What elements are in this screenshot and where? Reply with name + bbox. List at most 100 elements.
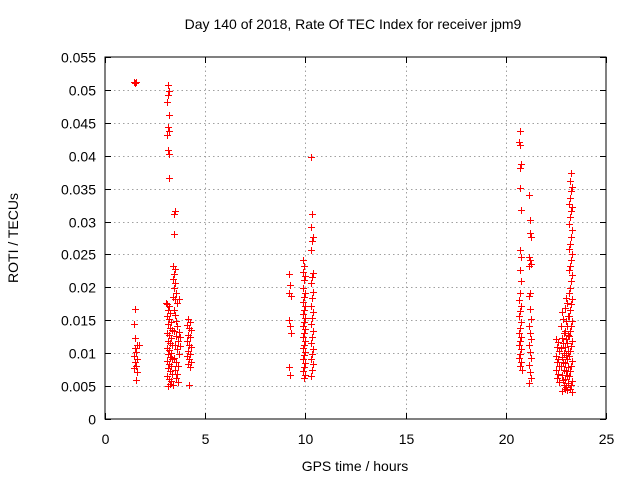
data-point: [170, 382, 177, 389]
data-point: [569, 204, 576, 211]
data-point: [563, 336, 570, 343]
data-point: [300, 257, 307, 264]
data-point: [518, 278, 525, 285]
data-point: [565, 332, 572, 339]
data-point: [566, 267, 573, 274]
data-point: [287, 282, 294, 289]
data-point: [568, 323, 575, 330]
data-point: [132, 345, 139, 352]
data-point: [301, 364, 308, 371]
data-point: [567, 285, 574, 292]
data-point: [569, 318, 576, 325]
data-point: [310, 289, 317, 296]
data-point: [173, 290, 180, 297]
data-point: [566, 333, 573, 340]
data-point: [168, 378, 175, 385]
data-point: [562, 360, 569, 367]
data-point: [528, 234, 535, 241]
data-point: [310, 234, 317, 241]
data-point: [172, 367, 179, 374]
data-point: [166, 175, 173, 182]
data-point: [558, 363, 565, 370]
data-point: [309, 211, 316, 218]
data-point: [163, 300, 170, 307]
data-point: [286, 317, 293, 324]
data-point: [301, 277, 308, 284]
data-point: [558, 345, 565, 352]
data-point: [301, 307, 308, 314]
data-point: [302, 290, 309, 297]
data-point: [518, 254, 525, 261]
data-point: [567, 348, 574, 355]
data-point: [568, 382, 575, 389]
data-point: [188, 327, 195, 334]
data-point: [517, 363, 524, 370]
data-point: [309, 238, 316, 245]
data-point: [567, 328, 574, 335]
data-point: [527, 257, 534, 264]
data-point: [172, 266, 179, 273]
data-point: [308, 373, 315, 380]
data-point: [527, 290, 534, 297]
data-point: [300, 345, 307, 352]
y-tick-label: 0: [88, 412, 96, 428]
y-tick-label: 0.01: [69, 346, 96, 362]
data-point: [516, 297, 523, 304]
data-point: [310, 346, 317, 353]
data-point: [172, 208, 179, 215]
data-point: [132, 80, 139, 87]
data-point: [526, 293, 533, 300]
data-point: [309, 367, 316, 374]
data-point: [518, 359, 525, 366]
data-point: [516, 342, 523, 349]
data-point: [566, 201, 573, 208]
data-point: [131, 365, 138, 372]
data-point: [564, 387, 571, 394]
data-point: [300, 334, 307, 341]
data-point: [132, 359, 139, 366]
data-point: [177, 343, 184, 350]
data-point: [166, 112, 173, 119]
data-point: [516, 330, 523, 337]
data-point: [569, 389, 576, 396]
data-point: [569, 358, 576, 365]
data-point: [517, 247, 524, 254]
data-point: [527, 217, 534, 224]
data-point: [310, 309, 317, 316]
data-point: [526, 254, 533, 261]
data-point: [559, 354, 566, 361]
data-point: [164, 132, 171, 139]
data-point: [555, 356, 562, 363]
data-point: [171, 328, 178, 335]
data-point: [569, 378, 576, 385]
data-point: [166, 303, 173, 310]
data-point: [568, 363, 575, 370]
data-point: [517, 128, 524, 135]
data-point: [301, 319, 308, 326]
data-point: [165, 82, 172, 89]
data-point: [164, 99, 171, 106]
data-point: [308, 154, 315, 161]
data-point: [528, 355, 535, 362]
x-tick-label: 15: [399, 431, 415, 447]
x-tick-label: 5: [202, 431, 210, 447]
data-point: [567, 263, 574, 270]
data-point: [309, 315, 316, 322]
data-point: [300, 285, 307, 292]
data-point: [517, 351, 524, 358]
data-point: [569, 184, 576, 191]
data-point: [308, 303, 315, 310]
data-point: [566, 353, 573, 360]
x-tick-label: 0: [102, 431, 110, 447]
data-point: [302, 315, 309, 322]
data-point: [171, 271, 178, 278]
data-point: [556, 379, 563, 386]
data-point: [568, 170, 575, 177]
data-point: [134, 369, 141, 376]
data-point: [564, 300, 571, 307]
data-point: [566, 373, 573, 380]
data-point: [568, 234, 575, 241]
data-point: [302, 349, 309, 356]
data-point: [176, 296, 183, 303]
data-point: [526, 342, 533, 349]
